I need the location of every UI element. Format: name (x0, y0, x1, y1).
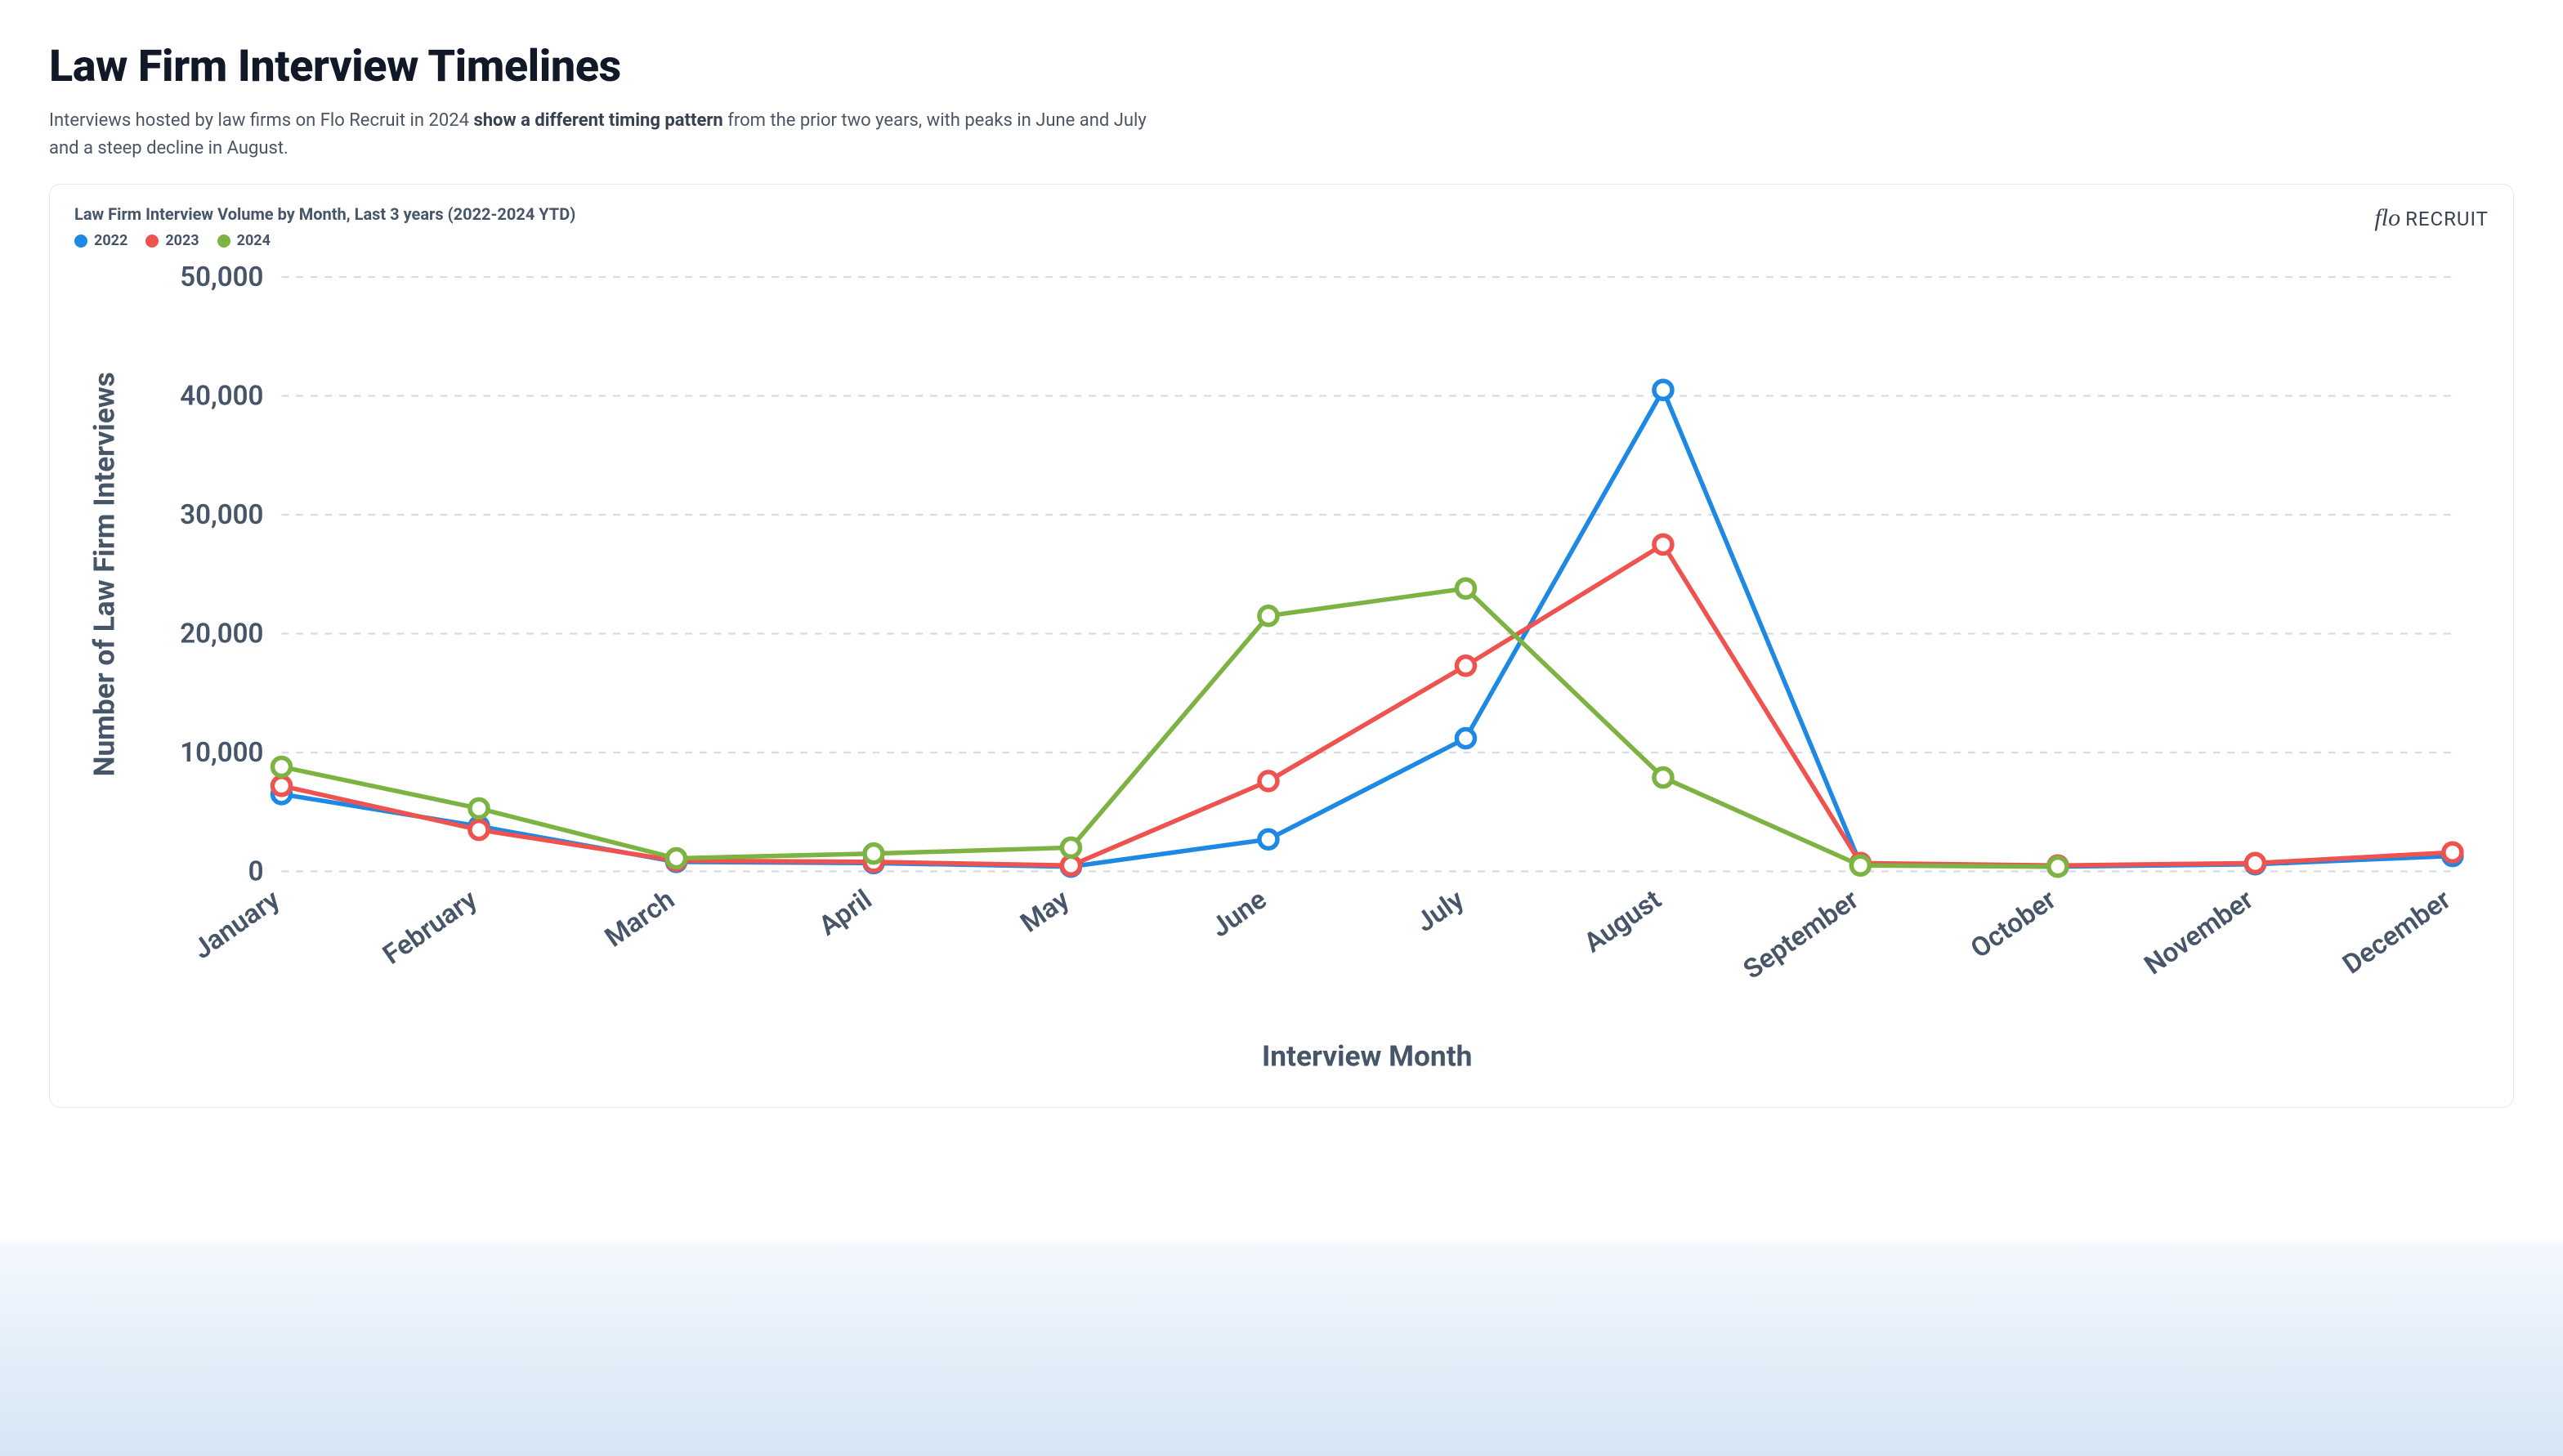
svg-text:Number of Law Firm Interviews: Number of Law Firm Interviews (87, 372, 121, 776)
legend-item-2023: 2023 (145, 232, 199, 249)
svg-text:August: August (1578, 884, 1667, 960)
svg-text:May: May (1015, 883, 1076, 939)
svg-text:40,000: 40,000 (180, 381, 263, 413)
chart-title: Law Firm Interview Volume by Month, Last… (74, 204, 575, 224)
brand-recruit: RECRUIT (2405, 208, 2489, 230)
legend-label: 2022 (94, 232, 127, 249)
svg-text:Interview Month: Interview Month (1262, 1039, 1472, 1074)
svg-text:June: June (1205, 884, 1273, 945)
subtitle-pre: Interviews hosted by law firms on Flo Re… (49, 110, 473, 131)
svg-text:January: January (187, 883, 286, 966)
chart-card: Law Firm Interview Volume by Month, Last… (49, 184, 2514, 1108)
svg-text:50,000: 50,000 (180, 261, 263, 293)
line-chart-svg: 0 10,000 20,000 30,000 40,000 50,000 January Fe… (74, 259, 2489, 1088)
legend-label: 2024 (237, 232, 271, 249)
svg-text:July: July (1411, 883, 1471, 939)
svg-text:November: November (2139, 884, 2260, 982)
chart-area: 0 10,000 20,000 30,000 40,000 50,000 January Fe… (74, 259, 2489, 1088)
svg-text:30,000: 30,000 (180, 499, 263, 531)
legend-dot-icon (145, 234, 159, 248)
svg-text:October: October (1965, 884, 2062, 966)
legend-item-2022: 2022 (74, 232, 127, 249)
svg-text:March: March (599, 884, 680, 954)
legend-dot-icon (74, 234, 87, 248)
subtitle-bold: show a different timing pattern (473, 110, 722, 131)
brand-flo: flo (2374, 204, 2400, 232)
svg-text:December: December (2337, 884, 2457, 981)
svg-text:April: April (813, 884, 878, 943)
svg-text:20,000: 20,000 (180, 619, 263, 650)
svg-text:10,000: 10,000 (180, 737, 263, 769)
svg-text:February: February (378, 883, 484, 971)
svg-text:September: September (1738, 884, 1864, 986)
page-root: Law Firm Interview Timelines Interviews … (0, 0, 2563, 1456)
chart-legend: 2022 2023 2024 (74, 232, 575, 249)
card-header: Law Firm Interview Volume by Month, Last… (74, 204, 2489, 256)
brand-logo: flo RECRUIT (2374, 204, 2489, 232)
svg-text:0: 0 (248, 856, 264, 888)
page-subtitle: Interviews hosted by law firms on Flo Re… (49, 107, 1177, 163)
legend-label: 2023 (165, 232, 199, 249)
page-title: Law Firm Interview Timelines (49, 41, 2514, 92)
legend-item-2024: 2024 (217, 232, 271, 249)
legend-dot-icon (217, 234, 230, 248)
